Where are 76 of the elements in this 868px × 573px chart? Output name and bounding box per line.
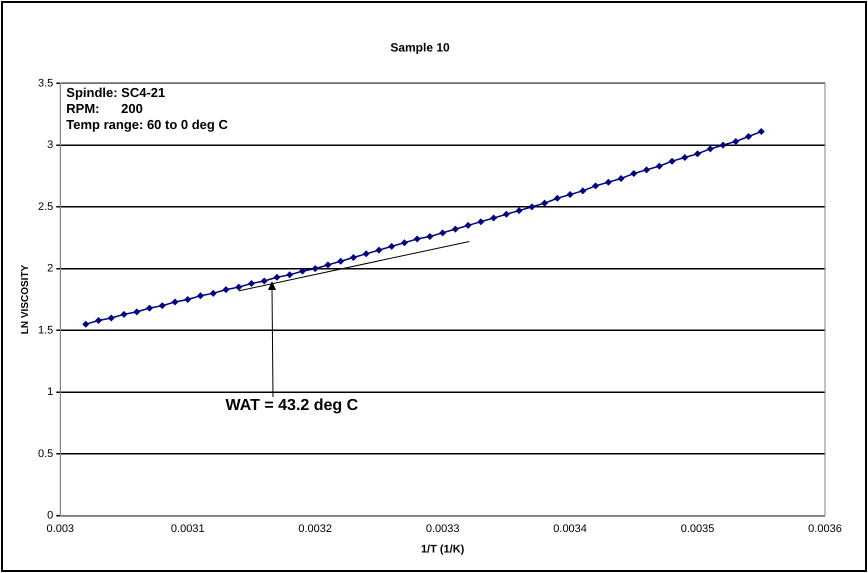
point [286,271,294,278]
point [694,150,702,158]
x-tick-label: 0.0034 [553,523,587,536]
point [222,286,230,294]
point [426,233,434,240]
annotation: Temp range: 60 to 0 deg C [66,117,228,132]
point [566,191,574,198]
annotation: WAT = 43.2 deg C [226,397,359,414]
y-tick-label: 3 [47,139,54,152]
point [414,235,421,242]
point [541,200,548,207]
point [388,242,396,250]
point [312,265,319,272]
point [350,254,357,262]
y-tick-label: 0 [47,510,54,522]
point [95,316,102,324]
point [298,268,306,275]
annotation: RPM: 200 [66,101,143,116]
point [643,166,650,174]
point [592,182,600,190]
y-tick-label: 2 [47,262,54,275]
point [516,207,523,214]
x-tick-label: 0.0035 [680,523,714,536]
point [554,194,561,202]
point [133,308,140,316]
point [82,320,90,328]
point [210,290,217,297]
x-tick-label: 0.003 [46,523,74,536]
point [120,310,128,318]
point [502,210,510,218]
x-tick-label: 0.0033 [426,523,460,536]
point [604,178,612,186]
y-tick-label: 1.5 [38,324,54,336]
y-tick-label: 3.5 [38,77,54,90]
point [579,187,586,194]
point [477,218,484,226]
point [158,302,166,310]
point [400,239,408,246]
point [745,133,752,140]
annotation: Spindle: SC4-21 [66,85,166,100]
point [490,214,498,222]
point [720,142,727,149]
point [452,226,459,233]
point [196,292,204,300]
point [146,304,154,312]
chart-title: Sample 10 [390,40,450,55]
point [337,258,344,265]
x-axis-title: 1/T (1/K) [420,543,465,556]
point [184,296,192,303]
point [324,261,332,268]
point [681,154,688,161]
point [375,246,382,254]
point [108,314,115,322]
y-tick-label: 2.5 [38,200,54,213]
point [732,138,740,145]
y-tick-label: 0.5 [38,448,54,460]
point [706,145,714,152]
point [656,162,663,170]
point [235,284,242,291]
point [273,274,280,281]
point [248,280,255,287]
point [630,170,638,178]
point [439,229,446,236]
point [464,222,472,229]
point [758,128,765,136]
point [618,174,625,182]
x-tick-label: 0.0031 [170,523,205,536]
x-tick-label: 0.0036 [808,523,842,536]
x-tick-label: 0.0032 [298,523,332,536]
point [172,298,178,306]
point [528,203,536,210]
point [260,277,268,284]
point [668,158,676,165]
point [362,250,370,258]
y-tick-label: 1 [47,386,54,398]
y-axis-title: LN VISCOSITY [20,264,31,334]
